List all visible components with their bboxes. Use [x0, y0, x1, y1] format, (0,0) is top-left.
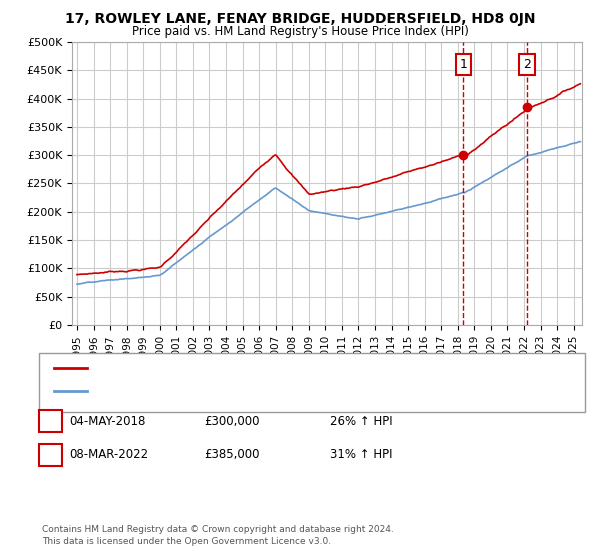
Text: £300,000: £300,000	[204, 414, 260, 428]
Text: 04-MAY-2018: 04-MAY-2018	[69, 414, 145, 428]
Text: 1: 1	[460, 58, 467, 71]
Text: 2: 2	[523, 58, 531, 71]
Text: 08-MAR-2022: 08-MAR-2022	[69, 448, 148, 461]
Text: 2: 2	[46, 448, 55, 461]
Text: 31% ↑ HPI: 31% ↑ HPI	[330, 448, 392, 461]
Text: 1: 1	[46, 414, 55, 428]
Text: HPI: Average price, detached house, Kirklees: HPI: Average price, detached house, Kirk…	[93, 386, 328, 396]
Text: 17, ROWLEY LANE, FENAY BRIDGE, HUDDERSFIELD, HD8 0JN (detached house): 17, ROWLEY LANE, FENAY BRIDGE, HUDDERSFI…	[93, 363, 502, 374]
Text: Price paid vs. HM Land Registry's House Price Index (HPI): Price paid vs. HM Land Registry's House …	[131, 25, 469, 38]
Text: £385,000: £385,000	[204, 448, 260, 461]
Text: 26% ↑ HPI: 26% ↑ HPI	[330, 414, 392, 428]
Text: 17, ROWLEY LANE, FENAY BRIDGE, HUDDERSFIELD, HD8 0JN: 17, ROWLEY LANE, FENAY BRIDGE, HUDDERSFI…	[65, 12, 535, 26]
Text: Contains HM Land Registry data © Crown copyright and database right 2024.
This d: Contains HM Land Registry data © Crown c…	[42, 525, 394, 546]
